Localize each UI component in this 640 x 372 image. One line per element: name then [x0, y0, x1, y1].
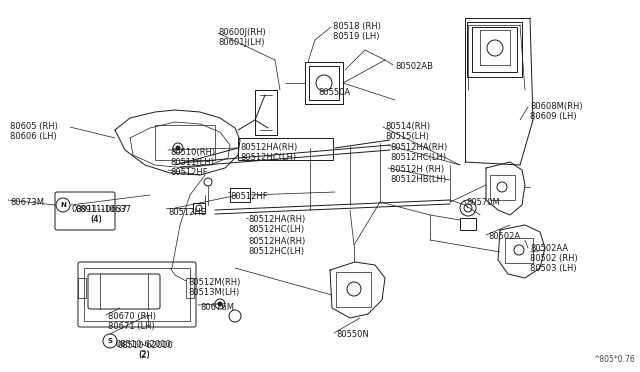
Bar — [505, 238, 533, 263]
Text: 80512HF: 80512HF — [170, 168, 207, 177]
Text: 80510(RH): 80510(RH) — [170, 148, 215, 157]
Text: 80512HA(RH): 80512HA(RH) — [390, 143, 447, 152]
Bar — [78, 278, 86, 298]
Bar — [490, 175, 515, 200]
Bar — [186, 278, 194, 298]
Text: (2): (2) — [138, 350, 150, 359]
Text: 80502A: 80502A — [488, 232, 520, 241]
Bar — [155, 125, 215, 160]
Text: (4): (4) — [90, 215, 102, 224]
Bar — [238, 138, 333, 160]
Circle shape — [176, 146, 180, 150]
Text: N: N — [60, 202, 66, 208]
Text: 80512HB(LH): 80512HB(LH) — [390, 175, 446, 184]
Text: 80512HE: 80512HE — [168, 208, 206, 217]
Text: 80512HA(RH): 80512HA(RH) — [248, 237, 305, 246]
Text: 80608M(RH): 80608M(RH) — [530, 102, 582, 111]
Text: 80609 (LH): 80609 (LH) — [530, 112, 577, 121]
Text: 08510-62010: 08510-62010 — [115, 340, 171, 349]
Text: 80512HC(LH): 80512HC(LH) — [240, 153, 296, 162]
Text: 80515(LH): 80515(LH) — [385, 132, 429, 141]
Text: 80502 (RH): 80502 (RH) — [530, 254, 578, 263]
Text: 80601J(LH): 80601J(LH) — [218, 38, 264, 47]
Text: 80600J(RH): 80600J(RH) — [218, 28, 266, 37]
Text: 08911-10637: 08911-10637 — [72, 205, 128, 214]
Text: 80676M: 80676M — [200, 303, 234, 312]
Text: 80512HC(LH): 80512HC(LH) — [248, 247, 304, 256]
Text: 80570M: 80570M — [466, 198, 500, 207]
Text: 80512M(RH): 80512M(RH) — [188, 278, 241, 287]
Text: 80606 (LH): 80606 (LH) — [10, 132, 57, 141]
Bar — [255, 90, 277, 135]
Text: 80670 (RH): 80670 (RH) — [108, 312, 156, 321]
Bar — [336, 272, 371, 307]
Text: 80503 (LH): 80503 (LH) — [530, 264, 577, 273]
Bar — [467, 22, 522, 77]
Text: ^805*0.76: ^805*0.76 — [593, 355, 635, 364]
Text: S: S — [108, 338, 113, 344]
Text: 80514(RH): 80514(RH) — [385, 122, 430, 131]
Bar — [309, 66, 339, 100]
Text: 80512HF: 80512HF — [230, 192, 268, 201]
Text: 80518 (RH): 80518 (RH) — [333, 22, 381, 31]
Bar — [460, 218, 476, 230]
Bar — [305, 62, 343, 104]
Text: 80550A: 80550A — [318, 88, 350, 97]
Text: 08510-62010: 08510-62010 — [118, 341, 173, 350]
Text: 80512H (RH): 80512H (RH) — [390, 165, 444, 174]
Bar — [230, 188, 250, 202]
Text: (4): (4) — [90, 215, 102, 224]
Text: 80512HC(LH): 80512HC(LH) — [390, 153, 446, 162]
Text: 80605 (RH): 80605 (RH) — [10, 122, 58, 131]
Text: 80513M(LH): 80513M(LH) — [188, 288, 239, 297]
Text: 80550N: 80550N — [336, 330, 369, 339]
Bar — [472, 27, 517, 72]
Text: 80673M: 80673M — [10, 198, 44, 207]
Text: 80512HA(RH): 80512HA(RH) — [240, 143, 297, 152]
Text: (2): (2) — [138, 351, 150, 360]
Text: 80512HA(RH): 80512HA(RH) — [248, 215, 305, 224]
Text: 80511(LH): 80511(LH) — [170, 158, 214, 167]
Text: 08911-10637: 08911-10637 — [75, 205, 131, 214]
Text: 80502AA: 80502AA — [530, 244, 568, 253]
Text: 80512HC(LH): 80512HC(LH) — [248, 225, 304, 234]
Bar — [193, 203, 205, 213]
Bar — [84, 268, 190, 321]
Text: 80671 (LH): 80671 (LH) — [108, 322, 155, 331]
Text: 80502AB: 80502AB — [395, 62, 433, 71]
Circle shape — [218, 302, 222, 306]
Text: 80519 (LH): 80519 (LH) — [333, 32, 380, 41]
